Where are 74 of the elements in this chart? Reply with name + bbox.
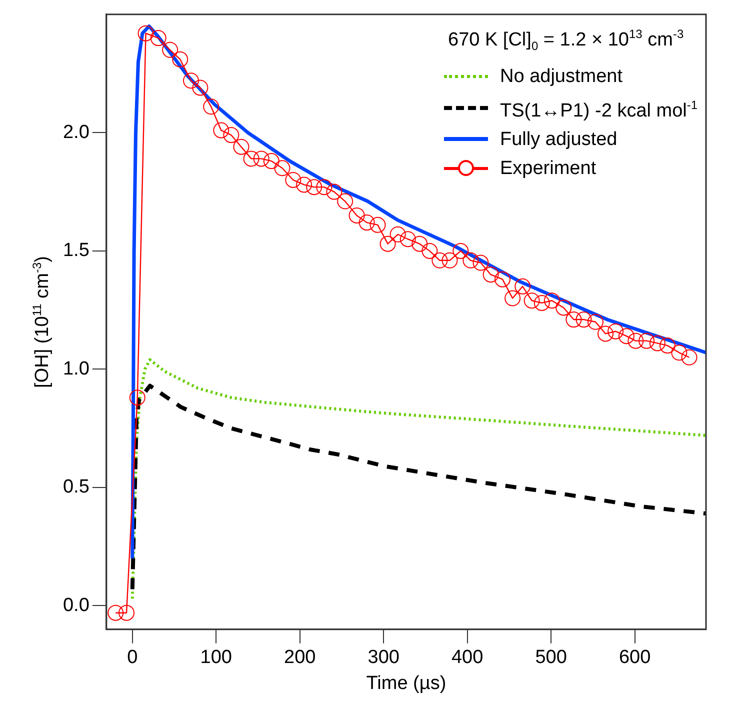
point: [108, 604, 124, 621]
point: [370, 216, 386, 233]
x-tick-label: 600: [618, 647, 651, 668]
point: [253, 150, 270, 167]
point: [544, 292, 560, 309]
point: [348, 207, 365, 224]
point: [306, 179, 322, 196]
point: [412, 236, 428, 252]
point: [118, 604, 135, 621]
point: [316, 179, 332, 196]
point: [162, 42, 178, 58]
point: [422, 242, 438, 259]
x-tick-label: 400: [451, 647, 484, 668]
point: [285, 172, 302, 188]
x-tick-label: 0: [127, 647, 138, 668]
point: [223, 127, 240, 144]
legend-label: Fully adjusted: [500, 128, 618, 152]
point: [462, 252, 479, 268]
point: [504, 290, 521, 306]
legend-label: No adjustment: [500, 64, 623, 89]
point: [213, 122, 230, 138]
legend-title: 670 K [Cl]$_{0}$ = 1.2 × 10$^{13}$ cm$^{-3}$: [448, 26, 685, 56]
y-tick-label: 0.5: [62, 476, 90, 498]
point: [587, 314, 604, 330]
point: [182, 72, 199, 89]
x-axis-title: Time (µs): [366, 672, 446, 694]
point: [233, 138, 250, 155]
point: [598, 326, 614, 342]
x-tick-label: 100: [200, 647, 232, 668]
point: [649, 335, 666, 352]
point: [472, 254, 489, 271]
point: [138, 25, 154, 42]
legend-label: TS(1↔P1) -2 kcal mol$^{-1}$: [500, 96, 698, 123]
point: [638, 332, 655, 349]
y-tick-label: 1.0: [62, 358, 90, 380]
point: [358, 214, 375, 231]
point: [326, 184, 342, 200]
x-tick-label: 200: [284, 647, 316, 668]
point: [150, 30, 166, 46]
point: [659, 338, 676, 354]
point: [274, 160, 290, 176]
point: [129, 390, 146, 406]
point: [172, 51, 188, 68]
point: [514, 278, 531, 294]
point: [494, 271, 511, 288]
point: [243, 150, 260, 167]
point: [432, 252, 448, 268]
legend-label: Experiment: [500, 156, 596, 181]
point: [337, 193, 354, 210]
y-tick-label: 2.0: [62, 122, 90, 143]
point: [671, 344, 688, 361]
point: [390, 226, 406, 242]
point: [566, 312, 582, 328]
x-tick-label: 300: [368, 647, 400, 668]
y-tick-label: 0.0: [62, 594, 90, 616]
point: [608, 323, 624, 340]
point: [203, 98, 220, 115]
point: [576, 312, 592, 328]
point: [442, 252, 458, 268]
point: [452, 242, 469, 259]
point: [524, 292, 540, 309]
point: [482, 266, 499, 283]
point: [380, 236, 396, 252]
point: [534, 294, 550, 311]
point: [192, 80, 208, 96]
point: [681, 349, 698, 366]
point: [628, 332, 644, 349]
y-tick-label: 1.5: [62, 240, 90, 262]
point: [400, 231, 416, 248]
x-tick-label: 500: [535, 647, 567, 668]
point: [263, 153, 280, 170]
point: [296, 176, 312, 193]
point: [556, 300, 572, 316]
point: [618, 328, 634, 344]
